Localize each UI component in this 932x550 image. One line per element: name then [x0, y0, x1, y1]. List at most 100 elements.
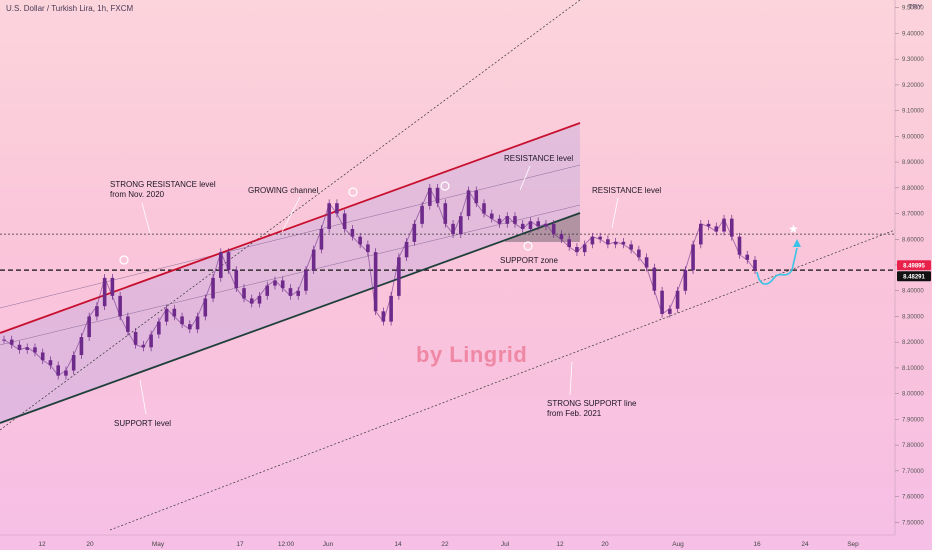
candle-body — [544, 223, 548, 227]
candle-body — [296, 290, 301, 296]
candle-body — [699, 223, 703, 245]
candle-body — [575, 246, 579, 253]
annotation-growing-channel: GROWING channel — [248, 186, 319, 195]
symbol-title[interactable]: U.S. Dollar / Turkish Lira, 1h, FXCM — [6, 4, 134, 13]
candle-body — [33, 347, 37, 353]
y-axis-tick-label: 7.80000 — [902, 443, 924, 449]
price-series — [2, 183, 757, 380]
candle-body — [319, 228, 324, 250]
target-star-icon: ★ — [788, 222, 799, 236]
pivot-marker-icon — [440, 181, 450, 191]
y-axis-tick-label: 8.10000 — [902, 366, 924, 372]
candle-body — [404, 241, 409, 258]
candle-body — [40, 352, 45, 361]
candle-body — [381, 311, 386, 322]
y-axis-tick-label: 8.70000 — [902, 212, 924, 218]
y-axis-tick-label: 9.00000 — [902, 134, 924, 140]
candle-body — [157, 321, 161, 335]
currency-label: TRY — [908, 4, 922, 11]
candle-body — [265, 285, 270, 296]
x-axis-tick-label: Jun — [323, 541, 334, 548]
drawing-tools — [0, 0, 896, 531]
candle-body — [358, 236, 362, 245]
candle-body — [637, 249, 641, 258]
candle-body — [2, 339, 6, 341]
candle-body — [675, 290, 680, 309]
x-axis-tick-label: Sep — [847, 541, 859, 548]
candle-body — [87, 316, 91, 338]
y-axis-tick-label: 9.20000 — [902, 83, 924, 89]
candle-body — [397, 257, 401, 296]
pivot-marker-icon — [523, 241, 533, 251]
candle-body — [753, 259, 757, 271]
annotation-support-zone: SUPPORT zone — [500, 256, 558, 265]
y-axis-tick-label: 9.10000 — [902, 109, 924, 115]
candle-body — [56, 365, 60, 376]
candle-body — [435, 187, 440, 204]
y-axis-tick-label: 8.80000 — [902, 186, 924, 192]
annotation-arrow — [569, 361, 573, 396]
pivot-marker-icon — [348, 187, 358, 197]
candle-body — [350, 228, 355, 237]
x-axis: 12 20 May 17 12:00 Jun 14 22 Jul 12 20 Aug 16 24 Sep — [0, 534, 895, 548]
y-axis: 9.50000 9.40000 9.30000 9.20000 9.10000 9.000… — [894, 0, 924, 535]
y-axis-tick-label: 7.90000 — [902, 417, 924, 423]
candle-body — [582, 244, 587, 253]
x-axis-tick-label: 12 — [38, 541, 46, 548]
candle-body — [188, 324, 192, 330]
x-axis-tick-label: Aug — [672, 541, 684, 548]
candle-body — [141, 344, 146, 348]
annotation-arrow — [141, 202, 151, 234]
channel-bottom-line — [0, 212, 581, 424]
price-badges: 8.49895 8.48291 — [897, 260, 931, 282]
annotation-resistance-level-1: RESISTANCE level — [504, 154, 574, 163]
annotation-support-level: SUPPORT level — [114, 419, 172, 428]
candle-body — [489, 213, 494, 219]
candle-body — [613, 241, 618, 245]
strong-support-trendline — [109, 229, 896, 531]
annotation-resistance-level-2: RESISTANCE level — [592, 186, 662, 195]
candle-body — [652, 267, 657, 291]
candle-body — [528, 221, 533, 229]
x-axis-tick-label: 12:00 — [278, 541, 295, 548]
strong-resistance-trendline — [0, 0, 581, 431]
candle-body — [234, 270, 239, 289]
x-axis-tick-label: 20 — [86, 541, 94, 548]
candle-body — [273, 280, 277, 286]
x-axis-tick-label: 22 — [441, 541, 449, 548]
candle-body — [71, 355, 76, 371]
candle-body — [126, 316, 130, 332]
candle-body — [729, 218, 734, 237]
annotation-arrow — [519, 165, 531, 191]
last-price-badge — [897, 260, 931, 271]
candle-body — [327, 203, 331, 229]
candle-body — [64, 370, 68, 376]
candle-body — [164, 308, 169, 322]
projection-path — [756, 247, 798, 285]
markers: ★ — [119, 181, 801, 285]
candle-body — [559, 234, 564, 240]
y-axis-tick-label: 7.50000 — [902, 520, 924, 526]
channel-inner-line — [0, 204, 581, 346]
candle-body — [373, 252, 378, 312]
candle-body — [466, 190, 471, 217]
candle-body — [590, 236, 595, 245]
candle-body — [737, 236, 742, 255]
candle-body — [389, 295, 393, 322]
y-axis-tick-label: 8.00000 — [902, 392, 924, 398]
candle-body — [691, 244, 695, 271]
candle-body — [660, 290, 664, 314]
y-axis-tick-label: 8.60000 — [902, 237, 924, 243]
watermark: by Lingrid — [416, 342, 528, 367]
candle-body — [520, 223, 525, 229]
candle-body — [95, 306, 99, 317]
candle-body — [567, 239, 571, 247]
y-axis-tick-label: 7.70000 — [902, 469, 924, 475]
candle-body — [706, 223, 711, 227]
y-axis-tick-label: 8.20000 — [902, 340, 924, 346]
candle-body — [536, 221, 541, 227]
y-axis-tick-label: 9.50000 — [902, 6, 924, 12]
candle-body — [458, 216, 463, 235]
candle-body — [644, 257, 649, 268]
